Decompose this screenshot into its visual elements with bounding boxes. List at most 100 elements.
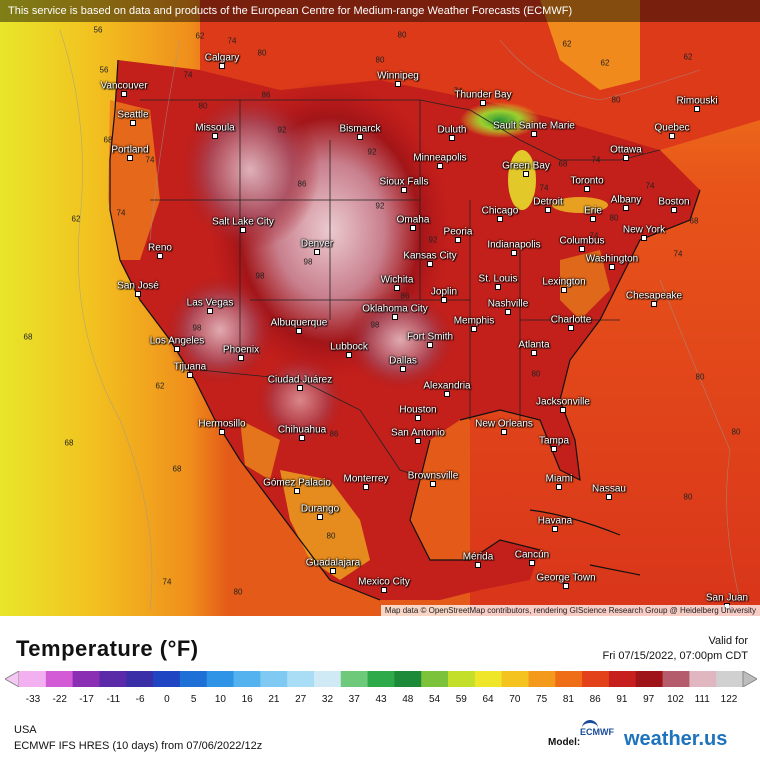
colorbar-segment	[99, 671, 127, 687]
city-label[interactable]: Boston	[658, 196, 690, 208]
city-label[interactable]: Lexington	[542, 276, 586, 288]
city-label[interactable]: Reno	[148, 242, 172, 254]
colorbar-segment	[394, 671, 422, 687]
city-label[interactable]: Houston	[399, 404, 437, 416]
city-marker	[531, 131, 537, 137]
city-label[interactable]: Cancún	[514, 549, 550, 561]
city-label[interactable]: Calgary	[204, 52, 240, 64]
city-label[interactable]: Denver	[300, 238, 334, 250]
isotherm-label: 62	[155, 381, 165, 391]
city-label[interactable]: Winnipeg	[377, 70, 419, 82]
city-marker	[497, 216, 503, 222]
city-label[interactable]: Sioux Falls	[379, 176, 429, 188]
city-marker	[455, 237, 461, 243]
city-label[interactable]: Monterrey	[343, 473, 389, 485]
legend-title: Temperature (°F)	[16, 636, 199, 661]
city-label[interactable]: Albuquerque	[270, 317, 328, 329]
colorbar-segment	[689, 671, 717, 687]
weather-us-logo[interactable]: weather.us	[624, 728, 728, 750]
city-label[interactable]: George Town	[536, 572, 596, 584]
city-marker	[651, 301, 657, 307]
city-label[interactable]: Bismarck	[339, 123, 381, 135]
city-label[interactable]: Jacksonville	[536, 396, 590, 408]
ecmwf-banner: This service is based on data and produc…	[0, 0, 760, 22]
city-label[interactable]: Ciudad Juárez	[267, 374, 333, 386]
city-label[interactable]: Peoria	[443, 226, 473, 238]
city-label[interactable]: Joplin	[430, 286, 458, 298]
city-label[interactable]: Chesapeake	[625, 290, 683, 302]
city-label[interactable]: Dallas	[389, 355, 417, 367]
city-label[interactable]: Phoenix	[222, 344, 260, 356]
city-label[interactable]: Havana	[537, 515, 573, 527]
colorbar-tick-label: 86	[589, 694, 601, 705]
city-label[interactable]: San Juan	[705, 592, 749, 604]
city-label[interactable]: Chihuahua	[277, 424, 327, 436]
city-label[interactable]: Seattle	[117, 109, 149, 121]
city-label[interactable]: Toronto	[570, 175, 604, 187]
city-label[interactable]: Minneapolis	[413, 152, 467, 164]
city-label[interactable]: Thunder Bay	[454, 89, 512, 101]
city-label[interactable]: Columbus	[559, 235, 605, 247]
colorbar-tick-label: 48	[402, 694, 414, 705]
city-label[interactable]: Duluth	[437, 124, 467, 136]
city-label[interactable]: Missoula	[195, 122, 235, 134]
city-marker	[480, 100, 486, 106]
colorbar-tick-label: 70	[509, 694, 521, 705]
city-label[interactable]: Rimouski	[676, 95, 718, 107]
city-label[interactable]: Hermosillo	[198, 418, 246, 430]
isotherm-label: 68	[172, 464, 182, 474]
city-label[interactable]: Tampa	[538, 435, 570, 447]
city-label[interactable]: Guadalajara	[305, 557, 361, 569]
city-label[interactable]: Charlotte	[550, 314, 592, 326]
city-label[interactable]: Durango	[300, 503, 340, 515]
city-label[interactable]: Miami	[545, 473, 573, 485]
city-label[interactable]: Omaha	[396, 214, 430, 226]
city-label[interactable]: Sault Sainte Marie	[493, 120, 575, 132]
isotherm-label: 74	[673, 249, 683, 259]
colorbar-segment	[716, 671, 744, 687]
city-label[interactable]: Salt Lake City	[212, 216, 274, 228]
city-label[interactable]: Ottawa	[610, 144, 642, 156]
city-label[interactable]: Las Vegas	[186, 297, 234, 309]
city-label[interactable]: Quebec	[654, 122, 690, 134]
city-label[interactable]: Gómez Palacio	[263, 477, 331, 489]
city-label[interactable]: New Orleans	[475, 418, 533, 430]
city-label[interactable]: Brownsville	[407, 470, 459, 482]
city-label[interactable]: Green Bay	[502, 160, 550, 172]
city-marker	[381, 587, 387, 593]
city-label[interactable]: Detroit	[533, 196, 563, 208]
city-label[interactable]: Erie	[584, 205, 602, 217]
colorbar-segment	[72, 671, 100, 687]
city-label[interactable]: New York	[622, 224, 666, 236]
city-label[interactable]: Tijuana	[173, 361, 207, 373]
city-label[interactable]: Oklahoma City	[362, 303, 428, 315]
city-label[interactable]: Kansas City	[403, 250, 457, 262]
city-marker	[444, 391, 450, 397]
city-label[interactable]: Albany	[610, 194, 642, 206]
city-label[interactable]: St. Louis	[478, 273, 518, 285]
city-label[interactable]: Mérida	[462, 551, 494, 563]
city-label[interactable]: Chicago	[481, 205, 519, 217]
city-label[interactable]: Nashville	[487, 298, 529, 310]
city-label[interactable]: Memphis	[453, 315, 495, 327]
city-label[interactable]: Lubbock	[330, 341, 368, 353]
city-label[interactable]: Los Angeles	[149, 335, 205, 347]
city-label[interactable]: Indianapolis	[487, 239, 541, 251]
city-marker	[296, 328, 302, 334]
city-marker	[531, 350, 537, 356]
map-attribution[interactable]: Map data © OpenStreetMap contributors, r…	[380, 605, 760, 616]
city-label[interactable]: Nassau	[592, 483, 626, 495]
city-label[interactable]: Atlanta	[518, 339, 550, 351]
city-label[interactable]: Mexico City	[358, 576, 410, 588]
temperature-map[interactable]: This service is based on data and produc…	[0, 0, 760, 616]
city-label[interactable]: Wichita	[380, 274, 414, 286]
city-label[interactable]: Alexandria	[423, 380, 471, 392]
city-label[interactable]: Portland	[111, 144, 149, 156]
city-label[interactable]: Vancouver	[100, 80, 148, 92]
city-label[interactable]: Fort Smith	[406, 331, 454, 343]
isotherm-label: 80	[609, 213, 619, 223]
city-label[interactable]: San José	[117, 280, 159, 292]
city-label[interactable]: San Antonio	[391, 427, 445, 439]
isotherm-label: 98	[303, 257, 313, 267]
city-label[interactable]: Washington	[585, 253, 639, 265]
